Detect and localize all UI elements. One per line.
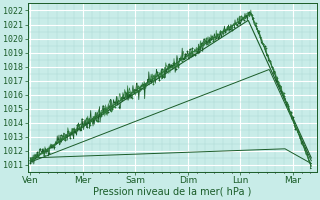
X-axis label: Pression niveau de la mer( hPa ): Pression niveau de la mer( hPa ): [93, 187, 251, 197]
